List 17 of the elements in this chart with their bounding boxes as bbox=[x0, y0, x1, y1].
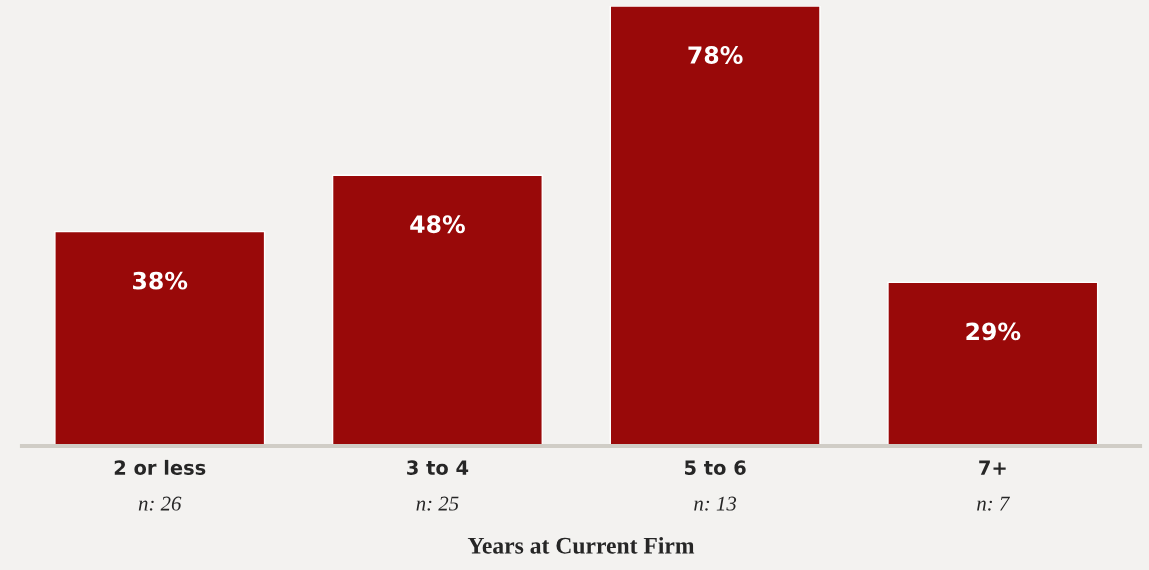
data-label: 38% bbox=[133, 271, 188, 290]
x-tick-label: 3 to 4 bbox=[407, 460, 469, 475]
x-tick-label: 5 to 6 bbox=[685, 460, 746, 475]
x-tick-label: 2 or less bbox=[114, 459, 206, 475]
bar bbox=[54, 230, 266, 446]
x-axis-title: Years at Current Firm bbox=[467, 537, 695, 554]
data-label: 48% bbox=[410, 215, 465, 234]
bar bbox=[887, 281, 1099, 446]
text: n: 7 bbox=[977, 496, 1011, 511]
data-label: 78% bbox=[688, 46, 743, 64]
bar bbox=[609, 6, 821, 446]
x-tick-label: 7+ bbox=[979, 460, 1006, 475]
data-label: 29% bbox=[966, 322, 1021, 341]
text: n: 25 bbox=[416, 496, 459, 511]
text: n: 13 bbox=[694, 496, 737, 511]
text: n: 26 bbox=[138, 496, 182, 511]
bar bbox=[331, 174, 543, 446]
